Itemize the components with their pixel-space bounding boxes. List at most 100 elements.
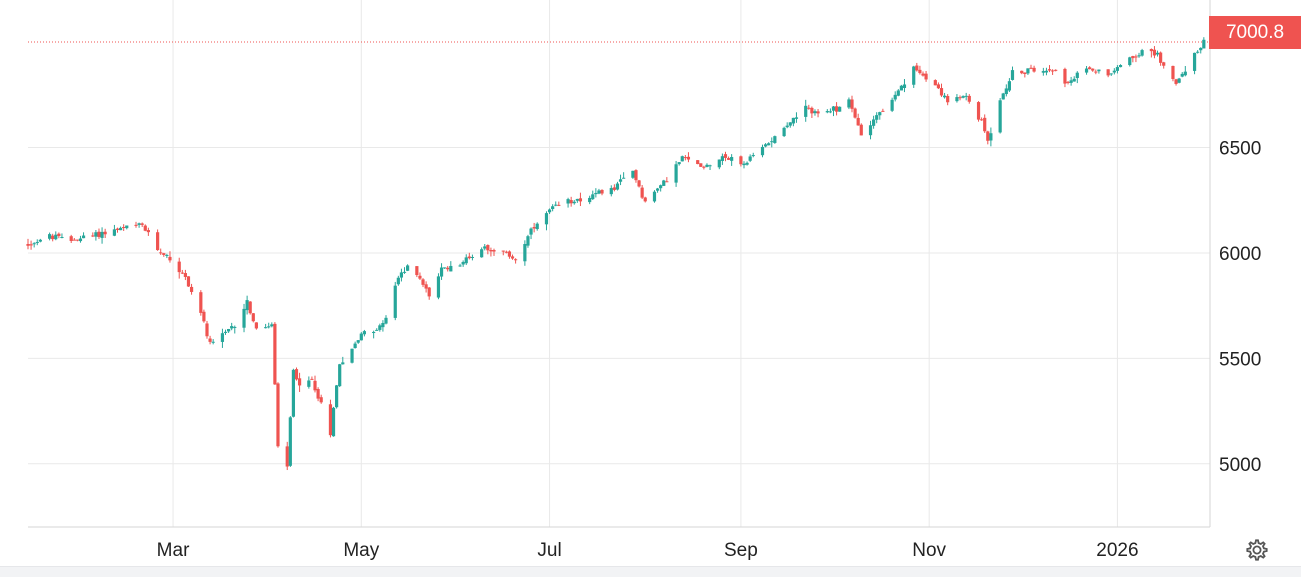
candle-up bbox=[1177, 78, 1181, 83]
candle-up bbox=[1137, 55, 1141, 57]
candle-up bbox=[838, 106, 842, 112]
candle-up bbox=[1140, 50, 1144, 56]
candle-up bbox=[547, 209, 552, 213]
candle-up bbox=[464, 257, 468, 264]
candle-up bbox=[480, 249, 484, 258]
candle-up bbox=[439, 267, 444, 277]
candle-up bbox=[378, 325, 382, 330]
candle-up bbox=[662, 180, 666, 186]
candle-up bbox=[54, 234, 58, 240]
candle-up bbox=[405, 265, 410, 271]
candle-up bbox=[730, 157, 734, 161]
candle-up bbox=[1109, 73, 1113, 75]
candle-down bbox=[159, 252, 163, 254]
candle-down bbox=[254, 322, 258, 329]
candle-down bbox=[146, 230, 150, 233]
candle-down bbox=[1091, 68, 1095, 71]
candle-up bbox=[341, 362, 345, 365]
candle-down bbox=[273, 323, 277, 385]
candle-up bbox=[572, 201, 576, 204]
candle-up bbox=[708, 165, 712, 167]
candle-up bbox=[961, 96, 965, 98]
candle-up bbox=[483, 246, 487, 249]
candle-up bbox=[32, 243, 36, 245]
candle-up bbox=[652, 191, 657, 202]
gear-icon[interactable] bbox=[1242, 535, 1272, 565]
candle-down bbox=[134, 224, 138, 226]
candle-up bbox=[989, 133, 993, 141]
candle-up bbox=[544, 213, 549, 225]
candle-down bbox=[180, 272, 184, 274]
candle-down bbox=[946, 95, 950, 103]
y-tick-label: 6500 bbox=[1219, 139, 1261, 160]
candle-up bbox=[381, 323, 385, 328]
candle-down bbox=[115, 228, 120, 230]
candle-up bbox=[233, 326, 237, 328]
candle-down bbox=[486, 244, 490, 251]
candle-down bbox=[177, 261, 181, 273]
candle-down bbox=[189, 286, 194, 292]
candle-down bbox=[29, 244, 33, 246]
candle-down bbox=[557, 204, 561, 206]
candle-up bbox=[1183, 71, 1187, 76]
y-tick-label: 6000 bbox=[1219, 244, 1261, 265]
candle-up bbox=[1026, 68, 1030, 74]
candle-up bbox=[804, 105, 808, 117]
candle-down bbox=[294, 369, 299, 380]
candle-down bbox=[739, 156, 743, 165]
candle-up bbox=[1072, 78, 1076, 82]
candle-down bbox=[980, 119, 984, 121]
candle-up bbox=[94, 232, 98, 237]
candle-up bbox=[526, 236, 530, 246]
candle-down bbox=[140, 223, 144, 225]
candle-up bbox=[211, 341, 215, 343]
candle-up bbox=[745, 162, 749, 165]
candle-up bbox=[356, 340, 360, 343]
last-price-label: 7000.8 bbox=[1209, 16, 1301, 49]
candle-down bbox=[612, 187, 616, 190]
candle-up bbox=[242, 308, 246, 328]
candle-down bbox=[510, 256, 515, 259]
candle-down bbox=[1152, 49, 1157, 56]
candle-down bbox=[297, 378, 302, 386]
candle-down bbox=[850, 99, 854, 109]
candle-up bbox=[902, 84, 907, 89]
candle-up bbox=[566, 199, 570, 204]
candle-up bbox=[674, 164, 678, 183]
candle-up bbox=[48, 234, 52, 239]
candle-down bbox=[807, 107, 811, 109]
candle-down bbox=[958, 97, 962, 99]
candle-down bbox=[421, 279, 425, 285]
candle-up bbox=[353, 343, 357, 349]
candle-down bbox=[424, 284, 428, 289]
x-tick-label: 2026 bbox=[1096, 540, 1138, 561]
candle-up bbox=[38, 239, 42, 242]
candle-up bbox=[742, 163, 746, 166]
candle-down bbox=[1094, 71, 1098, 73]
candle-up bbox=[338, 364, 342, 387]
candle-up bbox=[1180, 73, 1184, 77]
candle-up bbox=[1001, 93, 1005, 100]
candle-down bbox=[156, 232, 160, 251]
candle-up bbox=[609, 188, 613, 195]
candle-down bbox=[1020, 70, 1024, 74]
candle-up bbox=[748, 156, 752, 161]
candle-down bbox=[328, 404, 333, 436]
candle-up bbox=[307, 380, 311, 387]
candle-down bbox=[208, 338, 212, 342]
candle-up bbox=[384, 317, 388, 324]
candle-up bbox=[220, 333, 225, 342]
candle-down bbox=[122, 227, 126, 229]
candle-down bbox=[1106, 69, 1110, 76]
candle-up bbox=[588, 197, 592, 203]
candle-down bbox=[686, 156, 691, 160]
candle-down bbox=[1088, 67, 1092, 70]
candle-down bbox=[915, 65, 919, 71]
candle-down bbox=[1159, 52, 1163, 63]
candle-up bbox=[1075, 72, 1079, 78]
candle-up bbox=[35, 242, 39, 244]
candle-down bbox=[699, 163, 703, 167]
candle-down bbox=[168, 256, 172, 261]
